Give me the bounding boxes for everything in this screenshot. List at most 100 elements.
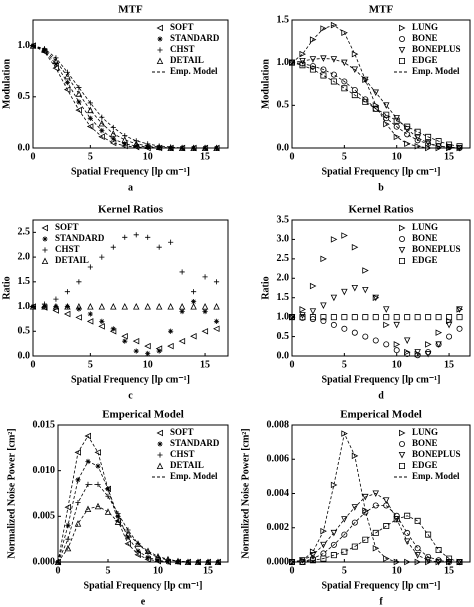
data-point — [414, 128, 421, 135]
data-point — [94, 449, 101, 456]
data-point — [41, 46, 48, 53]
data-point — [99, 318, 105, 324]
legend-marker — [156, 57, 164, 64]
y-tick-label: 2.5 — [277, 253, 290, 264]
data-point — [190, 303, 197, 310]
data-point — [393, 133, 401, 141]
data-point — [76, 99, 82, 105]
data-point — [330, 21, 338, 29]
data-point — [133, 348, 139, 354]
data-point — [75, 477, 81, 483]
data-point — [190, 299, 197, 305]
model-line — [292, 505, 460, 563]
data-point — [178, 303, 186, 310]
data-point — [382, 102, 390, 109]
data-point — [320, 555, 327, 562]
data-point — [425, 133, 432, 140]
data-point — [362, 314, 369, 321]
data-point — [84, 432, 91, 440]
data-point — [168, 239, 174, 245]
data-point — [330, 314, 337, 321]
data-point — [115, 513, 121, 519]
data-point — [414, 137, 421, 144]
y-tick-label: 0.0 — [277, 142, 290, 153]
data-point — [309, 316, 316, 323]
data-point — [84, 505, 92, 513]
data-point — [75, 500, 81, 506]
y-tick-label: 1.0 — [277, 311, 290, 322]
legend-label: Emp. Model — [412, 66, 460, 76]
x-axis-label: Spatial Frequency [lp cm⁻¹] — [84, 580, 203, 591]
legend-marker — [156, 24, 163, 32]
legend-marker — [399, 463, 405, 469]
data-point — [75, 314, 82, 321]
data-point — [53, 303, 59, 310]
data-point — [213, 318, 220, 324]
data-point — [213, 279, 220, 285]
data-point — [145, 234, 151, 240]
data-point — [156, 244, 162, 250]
x-tick-label: 10 — [153, 565, 163, 576]
data-point — [393, 558, 401, 566]
data-point — [174, 557, 182, 565]
data-point — [75, 106, 82, 114]
data-point — [372, 294, 380, 301]
data-point — [114, 518, 122, 525]
data-point — [144, 342, 151, 350]
data-point — [446, 314, 453, 321]
x-tick-label: 5 — [342, 565, 347, 576]
data-point — [383, 115, 390, 122]
data-point — [85, 481, 91, 487]
data-point — [309, 36, 317, 43]
data-point — [320, 66, 327, 73]
legend-label: EDGE — [412, 255, 438, 265]
data-point — [372, 314, 379, 321]
legend-marker — [399, 258, 405, 264]
data-point — [87, 264, 93, 270]
y-tick-label: 0.5 — [18, 326, 31, 337]
legend-marker — [399, 58, 405, 64]
y-tick-label: 0.5 — [277, 331, 290, 342]
data-point — [341, 78, 348, 85]
data-point — [341, 232, 348, 239]
chart-title: Emperical Model — [102, 409, 184, 421]
data-point — [404, 348, 411, 356]
data-point — [98, 303, 106, 310]
y-tick-label: 0.010 — [33, 465, 56, 476]
data-point — [168, 328, 174, 334]
data-point — [110, 244, 116, 250]
data-point — [341, 548, 348, 555]
data-point — [64, 503, 71, 511]
data-point — [309, 557, 316, 564]
data-point — [414, 517, 421, 524]
data-point — [341, 288, 348, 296]
model-line — [291, 493, 460, 563]
data-point — [74, 520, 82, 527]
data-point — [393, 314, 400, 321]
data-point — [202, 308, 208, 315]
x-tick-label: 5 — [88, 359, 93, 370]
plot-frame — [291, 219, 471, 357]
data-point — [309, 548, 317, 555]
data-point — [393, 516, 400, 523]
data-point — [98, 119, 106, 127]
data-point — [155, 557, 161, 563]
data-point — [53, 61, 59, 67]
legend-label: BONEPLUS — [412, 449, 461, 459]
legend-label: EDGE — [412, 55, 438, 65]
data-point — [190, 289, 197, 295]
legend-label: EDGE — [412, 460, 438, 470]
data-point — [132, 337, 140, 345]
x-axis-label: Spatial Frequency [lp cm⁻¹] — [322, 166, 441, 177]
legend-label: LUNG — [412, 427, 438, 437]
data-point — [65, 522, 71, 529]
legend-marker — [399, 224, 406, 232]
data-point — [54, 558, 62, 565]
data-point — [445, 559, 453, 566]
data-point — [341, 430, 348, 437]
y-tick-label: 0.004 — [267, 488, 290, 499]
data-point — [330, 529, 338, 537]
y-tick-label: 0.0 — [18, 142, 31, 153]
data-point — [29, 303, 37, 310]
